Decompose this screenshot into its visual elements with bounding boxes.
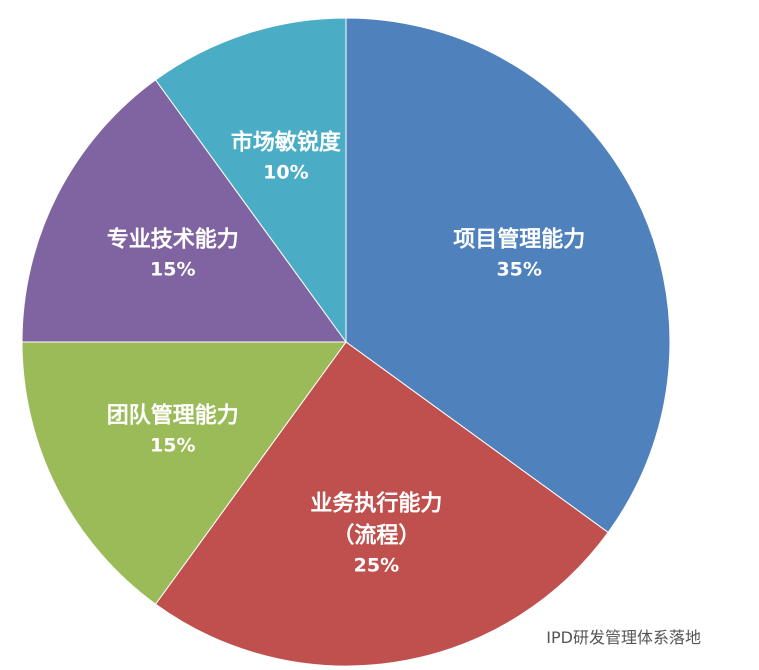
category-label: 市场敏锐度 — [230, 130, 341, 156]
value-label: 25% — [353, 554, 400, 577]
category-label: 项目管理能力 — [453, 227, 586, 253]
slice-label: 业务执行能力 （流程） 25% — [310, 488, 442, 579]
watermark: IPD研发管理体系落地 — [546, 628, 701, 647]
slice-label: 团队管理能力 15% — [107, 401, 239, 460]
pie-slice — [21, 79, 347, 343]
slice-label: 专业技术能力 15% — [107, 224, 239, 283]
category-label: 专业技术能力 — [106, 227, 239, 253]
pie-slice — [154, 17, 347, 344]
value-label: 15% — [150, 434, 196, 457]
pie-slice — [345, 17, 671, 534]
value-label: 35% — [496, 257, 542, 280]
slice-label: 市场敏锐度 10% — [231, 127, 341, 186]
category-label: 团队管理能力 — [106, 403, 239, 429]
pie-slice — [154, 341, 609, 667]
slice-label: 项目管理能力 35% — [453, 224, 585, 283]
pie-slice — [21, 341, 347, 605]
value-label: 15% — [150, 257, 196, 280]
value-label: 10% — [263, 161, 309, 184]
category-label: 业务执行能力 （流程） — [310, 491, 443, 549]
